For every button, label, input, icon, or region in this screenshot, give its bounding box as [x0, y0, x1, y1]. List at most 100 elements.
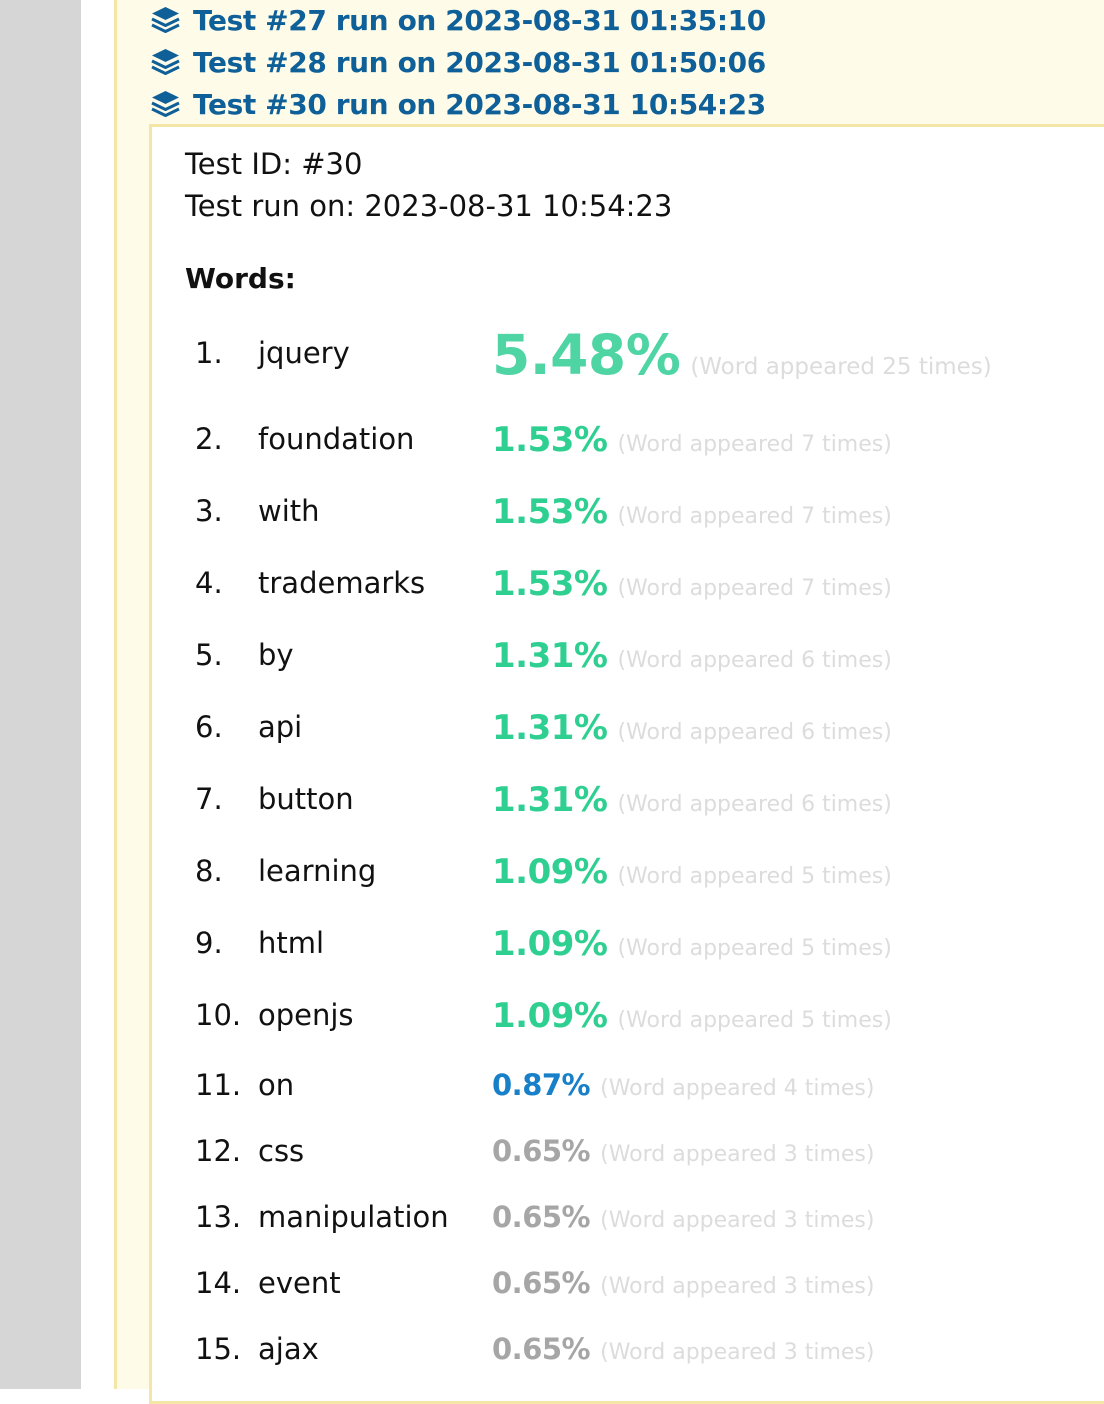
word-text: foundation	[258, 422, 415, 456]
stack-icon	[150, 47, 181, 77]
test-run-on: Test run on: 2023-08-31 10:54:23	[185, 189, 673, 223]
list-item: 13. manipulation 0.65% (Word appeared 3 …	[0, 1200, 1104, 1240]
stack-icon	[150, 89, 181, 119]
word-rank: 9.	[195, 926, 223, 960]
test-detail-panel	[149, 124, 1104, 1404]
word-stat: 0.65% (Word appeared 3 times)	[492, 1134, 874, 1168]
word-count: (Word appeared 6 times)	[617, 648, 892, 673]
word-rank: 4.	[195, 566, 223, 600]
word-stat: 1.31% (Word appeared 6 times)	[492, 708, 892, 748]
word-percent: 0.65%	[492, 1332, 591, 1366]
word-count: (Word appeared 4 times)	[600, 1076, 875, 1101]
word-percent: 1.09%	[492, 996, 608, 1036]
word-percent: 1.31%	[492, 780, 608, 820]
word-rank: 6.	[195, 710, 223, 744]
list-item: 8. learning 1.09% (Word appeared 5 times…	[0, 852, 1104, 894]
list-item: 10. openjs 1.09% (Word appeared 5 times)	[0, 996, 1104, 1038]
word-stat: 1.53% (Word appeared 7 times)	[492, 492, 892, 532]
list-item: 5. by 1.31% (Word appeared 6 times)	[0, 636, 1104, 678]
list-item: 6. api 1.31% (Word appeared 6 times)	[0, 708, 1104, 750]
word-percent: 1.09%	[492, 852, 608, 892]
list-item: 1. jquery 5.48% (Word appeared 25 times)	[0, 323, 1104, 387]
word-stat: 5.48% (Word appeared 25 times)	[492, 323, 992, 387]
word-percent: 1.31%	[492, 636, 608, 676]
word-text: openjs	[258, 998, 354, 1032]
word-count: (Word appeared 6 times)	[617, 792, 892, 817]
word-text: trademarks	[258, 566, 426, 600]
word-rank: 5.	[195, 638, 223, 672]
word-rank: 8.	[195, 854, 223, 888]
word-rank: 14.	[195, 1266, 242, 1300]
word-text: api	[258, 710, 303, 744]
word-percent: 5.48%	[492, 323, 681, 387]
list-item: 3. with 1.53% (Word appeared 7 times)	[0, 492, 1104, 534]
word-percent: 0.65%	[492, 1134, 591, 1168]
test-link-28[interactable]: Test #28 run on 2023-08-31 01:50:06	[150, 42, 766, 82]
word-stat: 0.65% (Word appeared 3 times)	[492, 1266, 874, 1300]
word-stat: 0.87% (Word appeared 4 times)	[492, 1068, 874, 1102]
word-text: learning	[258, 854, 377, 888]
word-rank: 1.	[195, 336, 223, 370]
list-item: 2. foundation 1.53% (Word appeared 7 tim…	[0, 420, 1104, 462]
word-text: manipulation	[258, 1200, 449, 1234]
word-percent: 0.65%	[492, 1266, 591, 1300]
words-heading: Words:	[185, 262, 296, 295]
test-link-30[interactable]: Test #30 run on 2023-08-31 10:54:23	[150, 84, 766, 124]
list-item: 9. html 1.09% (Word appeared 5 times)	[0, 924, 1104, 966]
word-percent: 1.31%	[492, 708, 608, 748]
list-item: 14. event 0.65% (Word appeared 3 times)	[0, 1266, 1104, 1306]
word-count: (Word appeared 25 times)	[690, 354, 992, 380]
word-percent: 1.53%	[492, 492, 608, 532]
word-stat: 0.65% (Word appeared 3 times)	[492, 1200, 874, 1234]
word-text: html	[258, 926, 325, 960]
word-count: (Word appeared 7 times)	[617, 504, 892, 529]
word-text: css	[258, 1134, 305, 1168]
word-text: with	[258, 494, 320, 528]
word-text: jquery	[258, 336, 350, 370]
stack-icon	[150, 5, 181, 35]
word-stat: 1.09% (Word appeared 5 times)	[492, 924, 892, 964]
word-count: (Word appeared 3 times)	[600, 1142, 875, 1167]
word-count: (Word appeared 5 times)	[617, 936, 892, 961]
word-stat: 1.53% (Word appeared 7 times)	[492, 564, 892, 604]
left-gutter	[0, 0, 81, 1389]
word-percent: 0.87%	[492, 1068, 591, 1102]
word-stat: 1.09% (Word appeared 5 times)	[492, 852, 892, 892]
list-item: 15. ajax 0.65% (Word appeared 3 times)	[0, 1332, 1104, 1372]
word-text: button	[258, 782, 354, 816]
word-percent: 1.09%	[492, 924, 608, 964]
word-stat: 1.09% (Word appeared 5 times)	[492, 996, 892, 1036]
word-text: by	[258, 638, 294, 672]
word-rank: 3.	[195, 494, 223, 528]
list-item: 7. button 1.31% (Word appeared 6 times)	[0, 780, 1104, 822]
word-text: event	[258, 1266, 341, 1300]
test-link-label: Test #27 run on 2023-08-31 01:35:10	[193, 3, 766, 37]
word-percent: 1.53%	[492, 420, 608, 460]
word-stat: 1.53% (Word appeared 7 times)	[492, 420, 892, 460]
word-count: (Word appeared 3 times)	[600, 1274, 875, 1299]
word-rank: 10.	[195, 998, 242, 1032]
word-rank: 15.	[195, 1332, 242, 1366]
word-rank: 2.	[195, 422, 223, 456]
test-link-label: Test #28 run on 2023-08-31 01:50:06	[193, 45, 766, 79]
word-rank: 7.	[195, 782, 223, 816]
word-percent: 1.53%	[492, 564, 608, 604]
word-stat: 1.31% (Word appeared 6 times)	[492, 636, 892, 676]
test-id: Test ID: #30	[185, 147, 363, 181]
word-count: (Word appeared 5 times)	[617, 1008, 892, 1033]
word-rank: 13.	[195, 1200, 242, 1234]
word-stat: 0.65% (Word appeared 3 times)	[492, 1332, 874, 1366]
word-count: (Word appeared 6 times)	[617, 720, 892, 745]
word-count: (Word appeared 7 times)	[617, 576, 892, 601]
word-percent: 0.65%	[492, 1200, 591, 1234]
word-count: (Word appeared 5 times)	[617, 864, 892, 889]
test-link-label: Test #30 run on 2023-08-31 10:54:23	[193, 87, 766, 121]
list-item: 12. css 0.65% (Word appeared 3 times)	[0, 1134, 1104, 1174]
word-rank: 12.	[195, 1134, 242, 1168]
word-text: ajax	[258, 1332, 319, 1366]
word-stat: 1.31% (Word appeared 6 times)	[492, 780, 892, 820]
list-item: 11. on 0.87% (Word appeared 4 times)	[0, 1068, 1104, 1108]
word-text: on	[258, 1068, 295, 1102]
word-count: (Word appeared 7 times)	[617, 432, 892, 457]
test-link-27[interactable]: Test #27 run on 2023-08-31 01:35:10	[150, 0, 766, 40]
